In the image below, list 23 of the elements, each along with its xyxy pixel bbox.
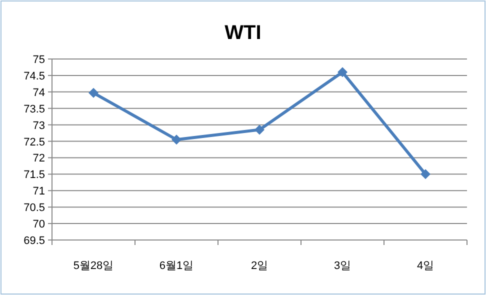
point: [172, 134, 182, 145]
y-tick-label: 69.5: [24, 235, 45, 247]
x-tick-label: 6월1일: [159, 260, 194, 272]
point: [420, 169, 430, 180]
y-tick-label: 73.5: [24, 103, 45, 116]
y-tick-label: 71: [32, 186, 45, 198]
y-tick-label: 70: [32, 218, 45, 231]
point: [88, 88, 98, 98]
point: [254, 124, 264, 135]
x-tick-label: 4일: [416, 260, 434, 272]
y-tick-label: 75: [32, 54, 45, 66]
chart-title: WTI: [224, 22, 262, 44]
y-tick-label: 71.5: [24, 169, 45, 182]
y-tick-label: 74.5: [24, 70, 45, 82]
y-tick-label: 70.5: [24, 202, 45, 214]
point: [338, 67, 348, 78]
x-tick-label: 2일: [250, 260, 268, 272]
y-tick-label: 73: [32, 120, 45, 132]
y-tick-label: 72.5: [24, 136, 45, 148]
x-tick-label: 5월28일: [73, 260, 114, 272]
y-tick-label: 74: [32, 86, 45, 99]
x-tick-label: 3일: [334, 260, 352, 272]
y-tick-label: 72: [32, 152, 45, 165]
